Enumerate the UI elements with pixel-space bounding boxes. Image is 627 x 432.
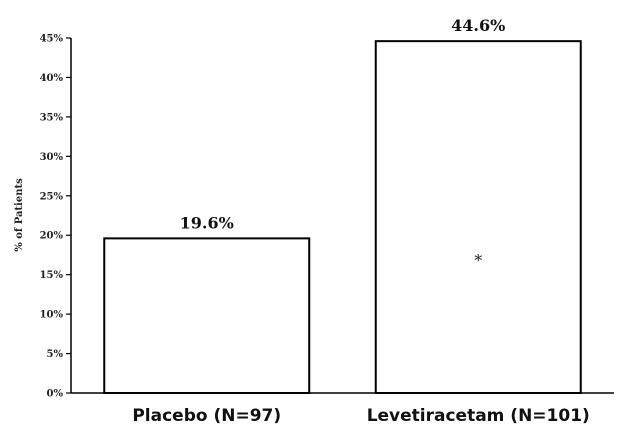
y-tick-label: 30% bbox=[40, 152, 64, 163]
significance-asterisk: * bbox=[474, 251, 482, 270]
bar bbox=[374, 40, 582, 395]
y-tick-label: 15% bbox=[40, 270, 64, 281]
data-label: 19.6% bbox=[180, 213, 234, 232]
y-axis-label: % of Patients bbox=[14, 178, 25, 252]
y-tick-label: 35% bbox=[40, 112, 64, 123]
y-tick-label: 45% bbox=[40, 34, 64, 45]
y-tick-label: 10% bbox=[40, 310, 64, 321]
y-tick-label: 40% bbox=[40, 73, 64, 84]
data-label: 44.6% bbox=[451, 16, 505, 35]
y-tick-label: 25% bbox=[40, 191, 64, 202]
bar bbox=[103, 237, 311, 394]
x-category-label: Levetiracetam (N=101) bbox=[367, 406, 590, 426]
y-tick-label: 0% bbox=[47, 389, 64, 400]
x-category-label: Placebo (N=97) bbox=[132, 406, 281, 426]
y-tick-label: 20% bbox=[40, 231, 64, 242]
y-tick-label: 5% bbox=[47, 349, 64, 360]
